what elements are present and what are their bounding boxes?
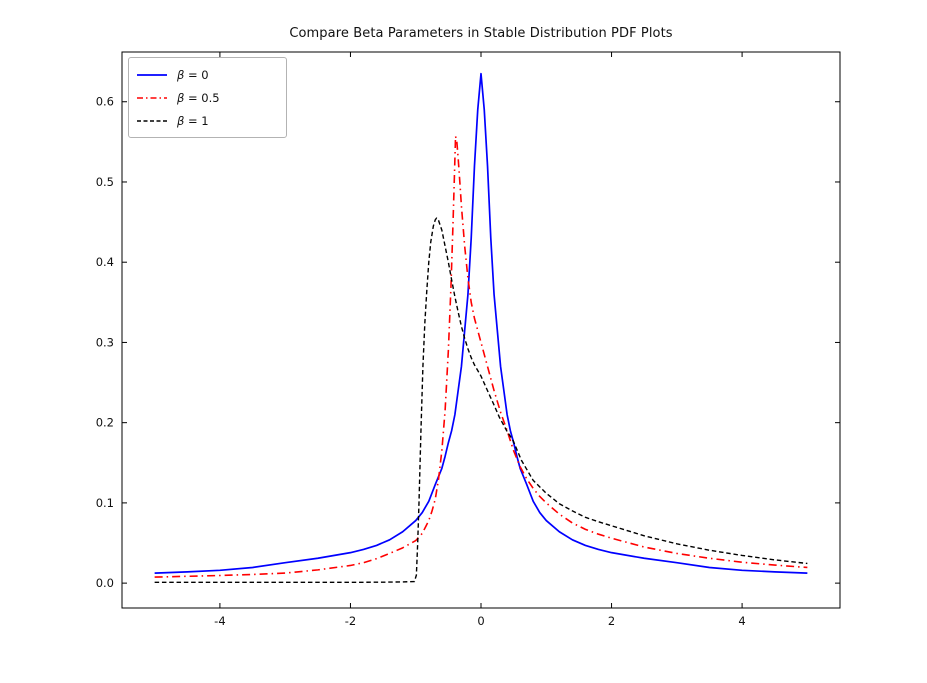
x-tick-label: 2 [608, 614, 615, 628]
legend-entry-beta-1: β = 1 [136, 109, 286, 132]
y-tick-label: 0.5 [96, 175, 114, 189]
x-tick-label: -2 [345, 614, 356, 628]
legend-label-text: = 0 [184, 67, 209, 82]
beta-symbol: β [177, 90, 185, 105]
x-tick-label: -4 [214, 614, 225, 628]
legend-line-sample-beta-1 [137, 119, 167, 122]
legend-label-text: = 1 [184, 113, 209, 128]
legend-line-sample-beta-0p5 [137, 96, 167, 99]
y-tick-label: 0.1 [96, 496, 114, 510]
legend-entry-beta-0: β = 0 [136, 63, 286, 86]
series-line-1-dashdot [154, 135, 808, 578]
legend-line-sample-beta-0 [137, 73, 167, 76]
series-line-2-dashed [154, 217, 808, 584]
y-tick-label: 0.6 [96, 95, 114, 109]
y-tick-label: 0.2 [96, 416, 114, 430]
legend-label-beta-0p5: β = 0.5 [177, 91, 220, 105]
y-tick-label: 0.0 [96, 576, 114, 590]
x-tick-label: 0 [477, 614, 484, 628]
legend: β = 0 β = 0.5 β = 1 [128, 57, 287, 138]
series-line-0-solid [154, 72, 808, 574]
y-tick-label: 0.3 [96, 335, 114, 349]
legend-label-text: = 0.5 [184, 90, 220, 105]
legend-label-beta-0: β = 0 [177, 68, 209, 82]
legend-entry-beta-0p5: β = 0.5 [136, 86, 286, 109]
beta-symbol: β [177, 67, 185, 82]
beta-symbol: β [177, 113, 185, 128]
legend-label-beta-1: β = 1 [177, 114, 209, 128]
chart-title: Compare Beta Parameters in Stable Distri… [289, 26, 673, 41]
x-tick-label: 4 [738, 614, 745, 628]
y-tick-label: 0.4 [96, 255, 114, 269]
